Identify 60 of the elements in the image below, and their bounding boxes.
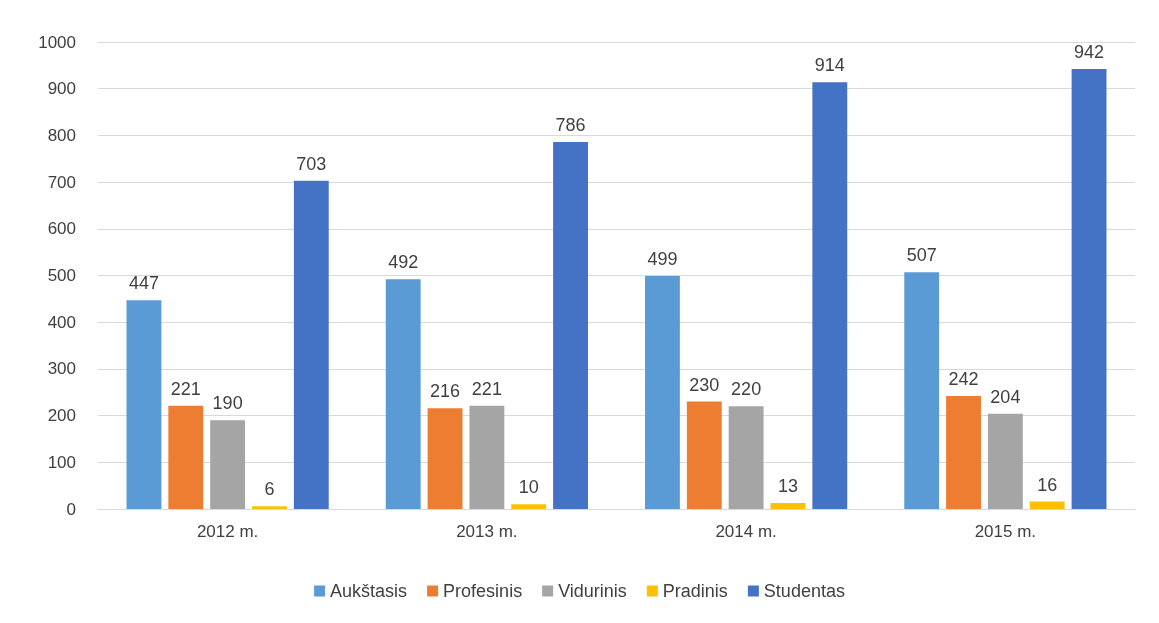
y-tick-label: 0 (66, 499, 76, 519)
bar (1029, 501, 1065, 509)
data-label: 221 (170, 378, 201, 399)
x-tick-label: 2012 m. (196, 522, 259, 541)
bar (385, 279, 421, 509)
x-tick-label: 2014 m. (715, 522, 777, 541)
legend-label: Aukštasis (330, 581, 408, 601)
y-tick-label: 200 (47, 406, 76, 426)
bar (770, 502, 806, 509)
bar (812, 82, 848, 509)
data-label: 242 (948, 368, 979, 389)
bar (293, 180, 329, 509)
y-tick-label: 900 (47, 79, 76, 99)
y-tick-label: 100 (47, 452, 76, 472)
data-label: 16 (1037, 474, 1058, 495)
bar (987, 413, 1023, 509)
data-label: 13 (777, 475, 798, 496)
bar (946, 395, 981, 509)
data-label: 492 (388, 252, 419, 273)
data-label: 10 (518, 477, 539, 498)
data-label: 507 (906, 245, 937, 266)
data-label: 786 (555, 114, 586, 135)
x-tick-label: 2013 m. (456, 522, 518, 541)
y-tick-label: 700 (47, 172, 76, 192)
legend-label: Pradinis (662, 581, 728, 601)
y-tick-label: 1000 (38, 32, 76, 52)
data-label: 220 (731, 379, 762, 400)
bar (252, 506, 287, 509)
data-label: 914 (814, 55, 845, 76)
y-tick-label: 800 (47, 125, 76, 145)
x-tick-label: 2015 m. (974, 522, 1037, 541)
data-label: 703 (296, 153, 327, 174)
bar (126, 300, 162, 509)
legend-label: Vidurinis (558, 581, 627, 601)
bar (904, 272, 940, 509)
data-label: 221 (471, 378, 502, 399)
y-tick-label: 400 (47, 312, 76, 332)
legend-label: Studentas (763, 581, 845, 601)
data-label: 230 (689, 374, 720, 395)
y-tick-label: 500 (47, 266, 76, 285)
bar (469, 405, 505, 509)
bar (427, 408, 463, 509)
bar (210, 420, 246, 509)
bar (511, 504, 547, 509)
bar (1071, 69, 1107, 509)
bar (645, 275, 680, 509)
data-label: 216 (430, 381, 461, 402)
data-label: 190 (212, 393, 243, 414)
bar (168, 405, 204, 509)
legend-label: Profesinis (443, 581, 523, 601)
y-tick-label: 600 (47, 219, 76, 239)
y-tick-label: 300 (47, 359, 76, 379)
data-label: 499 (647, 248, 678, 269)
data-label: 204 (990, 386, 1021, 407)
data-label: 447 (128, 273, 159, 294)
data-label: 6 (264, 479, 275, 500)
bar (686, 401, 722, 509)
data-label: 942 (1074, 42, 1105, 63)
bar (553, 141, 588, 509)
bar (728, 406, 764, 509)
